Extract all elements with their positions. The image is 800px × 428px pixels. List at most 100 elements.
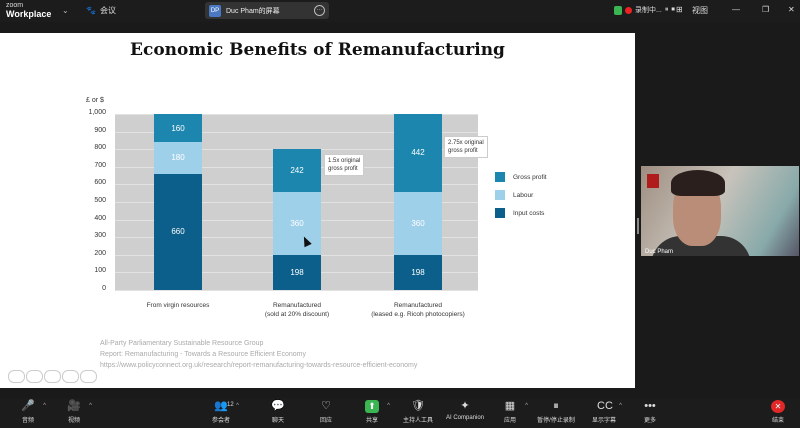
- y-tick-label: 100: [94, 267, 106, 275]
- legend-label: Input costs: [513, 209, 545, 217]
- y-axis-label: £ or $: [86, 97, 104, 104]
- y-tick-label: 600: [94, 179, 106, 187]
- chevron-up-icon[interactable]: ^: [43, 403, 46, 409]
- toolbar-button-12[interactable]: ✕ 结束: [758, 400, 798, 424]
- shared-slide: Economic Benefits of Remanufacturing £ o…: [0, 33, 635, 388]
- toolbar-label: 聊天: [271, 418, 284, 424]
- x-category-label: From virgin resources: [146, 302, 210, 309]
- maximize-icon[interactable]: ❐: [762, 5, 770, 14]
- title-bar: zoom Workplace ⌄ 🐾 会议 DP Duc Pham的屏幕 ···…: [0, 0, 800, 22]
- toolbar-label: 音频: [21, 418, 34, 424]
- view-label[interactable]: 视图: [692, 6, 708, 15]
- bar-segment-labour: 180: [154, 142, 202, 174]
- toolbar-icon: 👥: [214, 400, 228, 412]
- legend-swatch: [495, 172, 505, 182]
- recording-status[interactable]: 录制中... ⏸ ⏹: [614, 5, 675, 15]
- share-label: Duc Pham的屏幕: [226, 7, 280, 15]
- close-icon[interactable]: ✕: [788, 5, 795, 14]
- source-line-1: All-Party Parliamentary Sustainable Reso…: [100, 340, 264, 347]
- slide-title: Economic Benefits of Remanufacturing: [130, 40, 505, 60]
- gridline: [115, 290, 478, 291]
- slide-control-pill[interactable]: [26, 370, 43, 383]
- participant-video[interactable]: Duc Pham: [641, 166, 799, 256]
- y-tick-label: 1,000: [88, 109, 106, 116]
- participant-hair: [671, 170, 725, 196]
- toolbar-icon: ⬆: [365, 400, 379, 413]
- source-line-2: Report: Remanufacturing - Towards a Reso…: [100, 351, 306, 358]
- meeting-toolbar: 🎤 音频 ^ 🎥 视频 ^ 👥 参会者 12 ^ 💬 聊天 ♡ 回应 ⬆ 共享 ^ 🛡 主持人工具 ✦ AI Compa…: [0, 398, 800, 428]
- participant-count: 12: [227, 402, 234, 408]
- participant-body: [651, 236, 751, 256]
- chevron-up-icon[interactable]: ^: [236, 403, 239, 409]
- splitter-handle[interactable]: [637, 218, 639, 234]
- legend-swatch: [495, 208, 505, 218]
- slide-control-pill[interactable]: [8, 370, 25, 383]
- y-tick-label: 400: [94, 214, 106, 222]
- toolbar-button-7[interactable]: ✦ AI Companion: [442, 400, 488, 421]
- bar-segment-input-costs: 660: [154, 173, 202, 290]
- toolbar-button-11[interactable]: ••• 更多: [630, 400, 670, 424]
- chevron-up-icon[interactable]: ^: [525, 403, 528, 409]
- chevron-down-icon[interactable]: ⌄: [62, 6, 69, 15]
- toolbar-label: 回应: [319, 418, 332, 424]
- slide-control-pill[interactable]: [44, 370, 61, 383]
- toolbar-label: 暂停/停止录制: [537, 418, 575, 424]
- avatar: DP: [209, 4, 221, 17]
- x-category-label: Remanufactured (sold at 20% discount): [264, 302, 330, 318]
- chart-plot-area: 660 180 160 198 360 242 198 360 442: [115, 114, 478, 291]
- meeting-menu[interactable]: 🐾 会议: [86, 5, 116, 16]
- bar-segment-gross-profit: 242: [273, 149, 321, 192]
- toolbar-label: 主持人工具: [402, 418, 433, 424]
- brand-top: zoom: [6, 2, 24, 9]
- toolbar-icon: 🎥: [67, 400, 81, 412]
- toolbar-button-2[interactable]: 👥 参会者 12 ^: [201, 400, 241, 424]
- more-icon[interactable]: ···: [314, 5, 325, 16]
- paw-icon: 🐾: [86, 6, 96, 15]
- screen-share-pill[interactable]: DP Duc Pham的屏幕 ···: [205, 2, 329, 19]
- toolbar-button-3[interactable]: 💬 聊天: [258, 400, 298, 424]
- recording-label: 录制中...: [635, 7, 662, 14]
- toolbar-button-8[interactable]: ▦ 应用 ^: [490, 400, 530, 424]
- toolbar-button-6[interactable]: 🛡 主持人工具: [398, 400, 438, 424]
- bar-segment-labour: 360: [394, 191, 442, 256]
- toolbar-icon: 🛡: [411, 400, 425, 412]
- crest-logo: [647, 174, 659, 188]
- toolbar-label: 结束: [771, 418, 784, 424]
- participant-name: Duc Pham: [645, 249, 674, 255]
- toolbar-button-10[interactable]: CC 显示字幕 ^: [584, 400, 624, 424]
- y-tick-label: 700: [94, 161, 106, 169]
- bar-segment-labour: 360: [273, 191, 321, 256]
- bar-segment-input-costs: 198: [273, 255, 321, 290]
- toolbar-button-5[interactable]: ⬆ 共享 ^: [352, 400, 392, 424]
- toolbar-icon: ✕: [771, 400, 785, 413]
- chevron-up-icon[interactable]: ^: [619, 403, 622, 409]
- toolbar-label: 视频: [67, 418, 80, 424]
- chevron-up-icon[interactable]: ^: [89, 403, 92, 409]
- gridline: [115, 131, 478, 133]
- y-tick-label: 200: [94, 249, 106, 257]
- toolbar-icon: 🎤: [21, 400, 35, 412]
- chevron-up-icon[interactable]: ^: [387, 403, 390, 409]
- minimize-icon[interactable]: —: [732, 5, 740, 14]
- y-tick-label: 800: [94, 144, 106, 152]
- slide-control-pill[interactable]: [62, 370, 79, 383]
- meeting-label: 会议: [99, 6, 116, 15]
- legend-label: Labour: [513, 191, 534, 199]
- toolbar-button-1[interactable]: 🎥 视频 ^: [54, 400, 94, 424]
- legend-item: Input costs: [495, 208, 544, 218]
- toolbar-icon: ♡: [321, 400, 331, 412]
- y-tick-label: 0: [102, 285, 106, 292]
- bar-segment-input-costs: 198: [394, 255, 442, 290]
- slide-control-pill[interactable]: [80, 370, 97, 383]
- toolbar-button-9[interactable]: ⏸ 暂停/停止录制: [532, 400, 580, 424]
- y-tick-label: 500: [94, 197, 106, 204]
- brand-name: Workplace: [6, 9, 52, 19]
- toolbar-label: 参会者: [211, 418, 230, 424]
- toolbar-button-4[interactable]: ♡ 回应: [306, 400, 346, 424]
- pause-icon[interactable]: ⏸: [664, 6, 669, 13]
- stop-icon[interactable]: ⏹: [671, 6, 675, 13]
- x-category-label: Remanufactured (leased e.g. Ricoh photoco…: [371, 302, 465, 318]
- toolbar-button-0[interactable]: 🎤 音频 ^: [8, 400, 48, 424]
- view-icon: ⊞: [676, 5, 683, 14]
- shield-icon: [614, 5, 622, 15]
